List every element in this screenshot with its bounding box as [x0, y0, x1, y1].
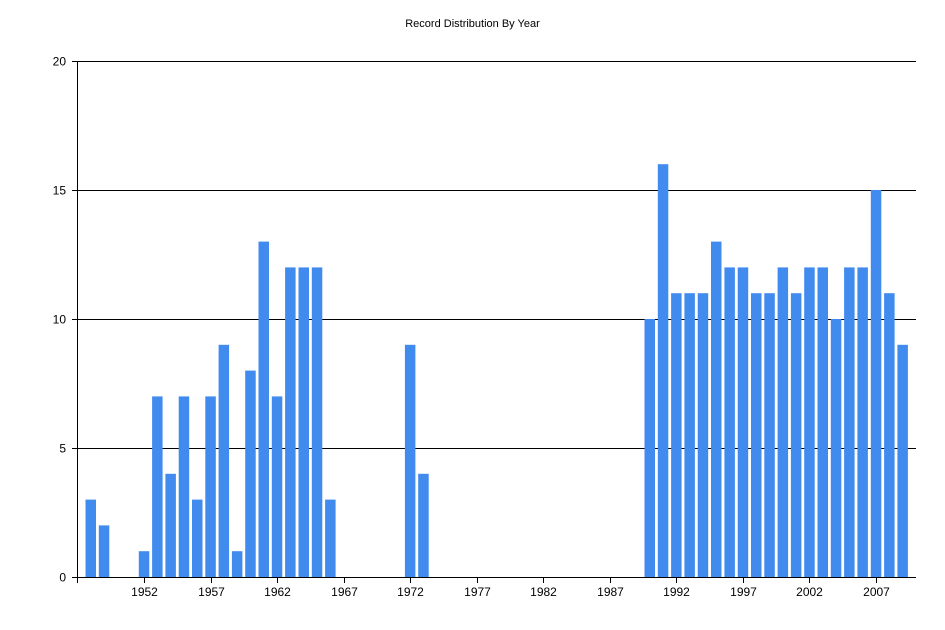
x-tick-label: 2007 [863, 585, 890, 599]
x-tick-label: 1992 [663, 585, 690, 599]
x-tick-label: 1972 [397, 585, 424, 599]
bar-1999 [764, 293, 775, 577]
bar-2007 [870, 190, 882, 577]
bar-1956 [192, 499, 203, 577]
bar-1990 [644, 319, 655, 577]
bar-1992 [671, 293, 682, 577]
chart-title: Record Distribution By Year [405, 18, 540, 30]
x-tick-label: 1962 [264, 585, 291, 599]
bar-1993 [684, 293, 695, 577]
bar-2006 [857, 267, 868, 577]
axes: 0 5 10 15 20 1952 1957 1962 1967 1972 1977 1982 1987… [53, 55, 916, 599]
bar-1957 [205, 396, 216, 577]
bar-1959 [231, 551, 243, 577]
x-tick-label: 2002 [796, 585, 823, 599]
x-tick-label: 1997 [730, 585, 757, 599]
bar-1996 [724, 267, 735, 577]
bar-1958 [218, 344, 230, 577]
bar-1960 [245, 370, 256, 577]
bar-2000 [777, 267, 789, 577]
bar-1964 [298, 267, 309, 577]
bar-2003 [817, 267, 828, 577]
bar-1965 [311, 267, 323, 577]
y-tick-label: 0 [59, 571, 66, 585]
bar-2009 [897, 344, 908, 577]
bar-1963 [285, 267, 296, 577]
x-tick-label: 1967 [331, 585, 358, 599]
x-tick-label: 1982 [530, 585, 557, 599]
bar-2004 [830, 319, 842, 577]
bar-1997 [737, 267, 749, 577]
bar-2002 [804, 267, 815, 577]
bar-1952 [138, 551, 150, 577]
bar-2005 [844, 267, 855, 577]
bar-1998 [751, 293, 762, 577]
bar-1995 [711, 241, 722, 577]
bar-1948 [85, 499, 96, 577]
bars [85, 164, 908, 577]
x-tick-label: 1957 [198, 585, 225, 599]
bar-2001 [790, 293, 802, 577]
x-tick-label: 1952 [131, 585, 158, 599]
y-tick-label: 15 [53, 184, 67, 198]
bar-1961 [258, 241, 269, 577]
y-tick-label: 10 [53, 313, 67, 327]
bar-1994 [697, 293, 709, 577]
bar-1954 [165, 473, 176, 577]
x-tick-label: 1987 [597, 585, 624, 599]
bar-1973 [418, 473, 429, 577]
bar-1949 [98, 525, 110, 577]
bar-1966 [325, 499, 336, 577]
y-tick-label: 20 [53, 55, 67, 69]
bar-1972 [404, 344, 416, 577]
bar-2008 [884, 293, 895, 577]
bar-1953 [152, 396, 163, 577]
bar-1991 [657, 164, 669, 577]
y-tick-label: 5 [59, 442, 66, 456]
bar-1962 [271, 396, 283, 577]
bar-1955 [178, 396, 190, 577]
x-tick-label: 1977 [464, 585, 491, 599]
gridlines [77, 61, 916, 449]
